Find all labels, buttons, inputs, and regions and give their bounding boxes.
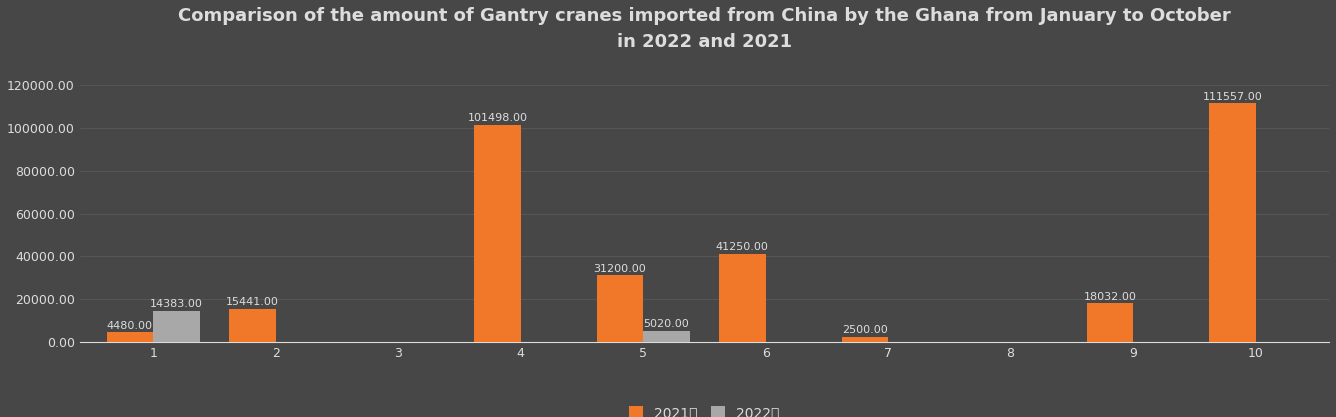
Bar [154,311,199,342]
Legend: 2021年, 2022年: 2021年, 2022年 [623,399,787,417]
Text: 15441.00: 15441.00 [226,297,279,307]
Bar [1086,304,1133,342]
Text: 111557.00: 111557.00 [1202,92,1263,102]
Text: 31200.00: 31200.00 [593,264,647,274]
Text: 41250.00: 41250.00 [716,242,768,252]
Text: 4480.00: 4480.00 [107,321,152,331]
Bar [643,331,689,342]
Text: 5020.00: 5020.00 [644,319,689,329]
Text: 2500.00: 2500.00 [842,325,887,335]
Bar [474,125,521,342]
Bar [228,309,275,342]
Text: 18032.00: 18032.00 [1083,291,1136,301]
Bar [107,332,154,342]
Title: Comparison of the amount of Gantry cranes imported from China by the Ghana from : Comparison of the amount of Gantry crane… [178,7,1230,51]
Bar [597,275,643,342]
Bar [1209,103,1256,342]
Bar [719,254,766,342]
Text: 14383.00: 14383.00 [150,299,203,309]
Text: 101498.00: 101498.00 [468,113,528,123]
Bar [842,337,888,342]
